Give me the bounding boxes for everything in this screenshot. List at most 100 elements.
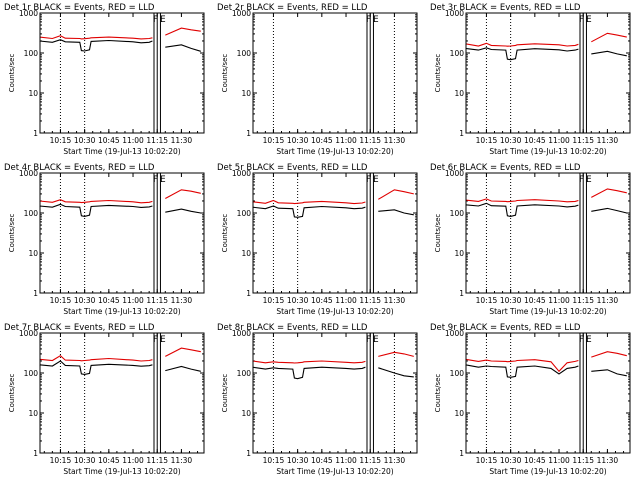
flag-label: E [160, 335, 166, 345]
panel-det-7: Det 7r BLACK = Events, RED = LLD Counts/s… [4, 323, 205, 476]
series-lld-line [252, 189, 414, 205]
series-events-line [39, 39, 201, 52]
x-tick-label: 11:30 [384, 136, 406, 145]
flag-label: E [586, 335, 592, 345]
x-tick-label: 11:15 [572, 296, 594, 305]
y-tick-label: 10 [454, 409, 464, 418]
x-axis-label: Start Time (19-Jul-13 10:02:20) [63, 147, 180, 156]
x-tick-label: 10:15 [50, 296, 72, 305]
y-tick-label: 10 [28, 89, 38, 98]
x-tick-label: 11:15 [146, 136, 168, 145]
series-lld-line [252, 351, 414, 364]
x-tick-label: 10:15 [50, 136, 72, 145]
panel-title: Det 5r BLACK = Events, RED = LLD [217, 163, 368, 173]
series-lld-line [39, 27, 201, 40]
y-tick-label: 100 [237, 369, 252, 378]
series-events-line [252, 205, 414, 218]
x-tick-label: 11:15 [572, 136, 594, 145]
flag-label: E [373, 15, 379, 25]
panel-det-3: Det 3r BLACK = Events, RED = LLD Counts/s… [430, 3, 631, 156]
y-axis-label: Counts/sec [221, 214, 229, 253]
panel-det-8: Det 8r BLACK = Events, RED = LLD Counts/s… [217, 323, 418, 476]
panel-title: Det 1r BLACK = Events, RED = LLD [4, 3, 155, 13]
flag-label: E [160, 175, 166, 185]
x-tick-label: 10:15 [476, 456, 498, 465]
flag-label: F [366, 15, 371, 25]
y-tick-label: 10 [28, 409, 38, 418]
series-events-line [252, 366, 414, 380]
x-tick-label: 10:30 [74, 136, 96, 145]
x-tick-label: 10:30 [74, 456, 96, 465]
x-tick-label: 11:00 [335, 136, 357, 145]
flag-label: F [579, 175, 584, 185]
x-axis-label: Start Time (19-Jul-13 10:02:20) [63, 467, 180, 476]
y-tick-label: 1 [33, 129, 38, 138]
y-tick-label: 10 [241, 409, 251, 418]
series-lld-line [465, 32, 627, 47]
y-tick-label: 10 [241, 249, 251, 258]
y-tick-label: 1000 [19, 329, 38, 338]
y-axis-label: Counts/sec [8, 54, 16, 93]
y-tick-label: 1 [459, 129, 464, 138]
panel-det-1: Det 1r BLACK = Events, RED = LLD Counts/s… [4, 3, 205, 156]
y-axis-label: Counts/sec [434, 214, 442, 253]
flag-label: F [153, 175, 158, 185]
x-tick-label: 11:00 [335, 456, 357, 465]
y-tick-label: 1000 [445, 169, 464, 178]
plot-frame [465, 172, 631, 294]
panel-title: Det 3r BLACK = Events, RED = LLD [430, 3, 581, 13]
panel-title: Det 7r BLACK = Events, RED = LLD [4, 323, 155, 333]
flag-label: F [579, 335, 584, 345]
flag-label: E [160, 15, 166, 25]
panel-title: Det 9r BLACK = Events, RED = LLD [430, 323, 581, 333]
y-tick-label: 100 [450, 49, 465, 58]
x-tick-label: 11:30 [171, 296, 193, 305]
x-axis-label: Start Time (19-Jul-13 10:02:20) [489, 467, 606, 476]
x-tick-label: 11:30 [597, 456, 619, 465]
x-axis-label: Start Time (19-Jul-13 10:02:20) [489, 147, 606, 156]
x-tick-label: 10:30 [500, 456, 522, 465]
y-tick-label: 1 [246, 129, 251, 138]
y-axis-label: Counts/sec [434, 54, 442, 93]
x-tick-label: 10:45 [524, 136, 546, 145]
y-tick-label: 100 [237, 209, 252, 218]
x-tick-label: 11:15 [359, 456, 381, 465]
series-events-line [39, 203, 201, 217]
x-axis-label: Start Time (19-Jul-13 10:02:20) [276, 467, 393, 476]
y-axis-label: Counts/sec [8, 214, 16, 253]
y-axis-label: Counts/sec [8, 374, 16, 413]
y-tick-label: 1000 [445, 329, 464, 338]
panel-title: Det 4r BLACK = Events, RED = LLD [4, 163, 155, 173]
x-tick-label: 11:30 [384, 296, 406, 305]
x-tick-label: 10:15 [476, 296, 498, 305]
x-tick-label: 11:15 [146, 456, 168, 465]
y-tick-label: 10 [28, 249, 38, 258]
y-tick-label: 100 [450, 209, 465, 218]
flag-label: F [366, 175, 371, 185]
y-axis-label: Counts/sec [434, 374, 442, 413]
plot-frame [252, 12, 418, 134]
series-lld-line [39, 189, 201, 204]
y-tick-label: 1000 [232, 9, 251, 18]
panel-title: Det 2r BLACK = Events, RED = LLD [217, 3, 368, 13]
x-tick-label: 11:00 [548, 296, 570, 305]
x-tick-label: 11:30 [171, 136, 193, 145]
x-tick-label: 11:30 [597, 296, 619, 305]
x-tick-label: 10:45 [98, 456, 120, 465]
x-tick-label: 11:15 [146, 296, 168, 305]
plot-frame [39, 332, 205, 454]
y-tick-label: 1 [246, 449, 251, 458]
x-tick-label: 10:45 [98, 296, 120, 305]
x-tick-label: 10:45 [311, 136, 333, 145]
x-tick-label: 11:00 [335, 296, 357, 305]
panel-det-9: Det 9r BLACK = Events, RED = LLD Counts/s… [430, 323, 631, 476]
x-tick-label: 11:00 [548, 456, 570, 465]
y-tick-label: 10 [454, 249, 464, 258]
y-axis-label: Counts/sec [221, 54, 229, 93]
x-tick-label: 10:45 [524, 456, 546, 465]
series-lld-line [39, 347, 201, 362]
series-lld-line [465, 351, 627, 373]
panel-det-6: Det 6r BLACK = Events, RED = LLD Counts/s… [430, 163, 631, 316]
y-tick-label: 1000 [232, 169, 251, 178]
